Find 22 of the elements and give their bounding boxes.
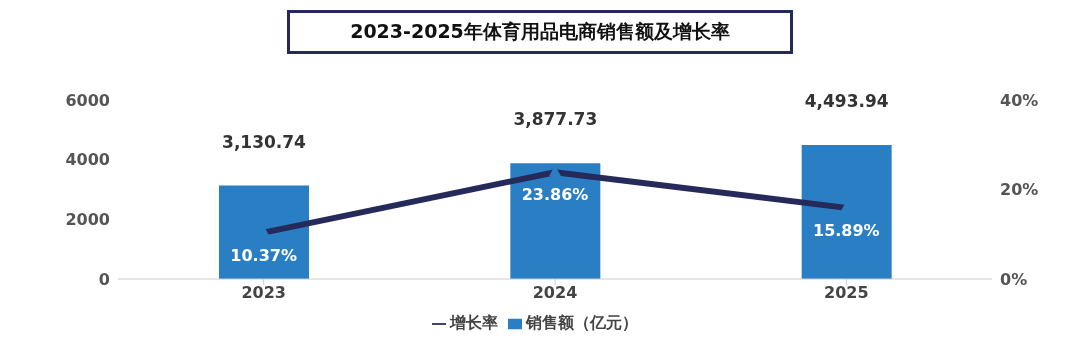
x-tick-label: 2023 bbox=[241, 283, 286, 303]
y-tick-label: 2000 bbox=[65, 210, 110, 230]
data-label: 4,493.94 bbox=[804, 90, 889, 111]
y-tick-label: 4000 bbox=[65, 150, 110, 170]
y2-tick-label: 40% bbox=[1000, 90, 1039, 110]
legend-label: 增长率 bbox=[450, 313, 498, 332]
data-label: 23.86% bbox=[521, 185, 589, 205]
y-tick-label: 6000 bbox=[65, 90, 110, 110]
y2-tick-label: 20% bbox=[1000, 180, 1039, 200]
x-tick-label: 2025 bbox=[824, 283, 869, 303]
bar bbox=[801, 144, 892, 279]
data-label: 3,877.73 bbox=[513, 109, 598, 130]
legend-label: 销售额（亿元） bbox=[526, 313, 638, 332]
x-tick-label: 2024 bbox=[532, 283, 578, 303]
chart-title: 2023-2025年体育用品电商销售额及增长率 bbox=[287, 10, 793, 54]
data-label: 15.89% bbox=[813, 220, 880, 240]
data-label: 10.37% bbox=[230, 245, 297, 265]
bar bbox=[219, 185, 309, 279]
bar bbox=[510, 163, 601, 279]
y2-tick-label: 0% bbox=[1000, 269, 1028, 289]
data-label: 3,130.74 bbox=[222, 131, 307, 152]
y-tick-label: 0 bbox=[98, 269, 110, 289]
